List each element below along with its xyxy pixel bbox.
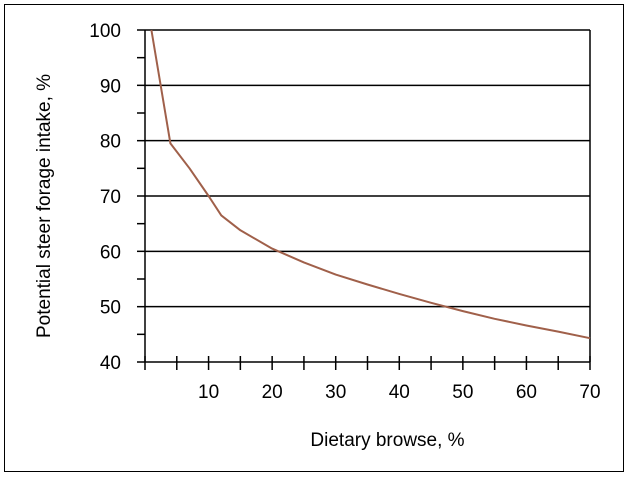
series-line-0 bbox=[150, 29, 591, 340]
x-tick-label-30: 30 bbox=[325, 382, 346, 403]
chart-frame bbox=[4, 4, 624, 472]
y-tick-label-70: 70 bbox=[100, 187, 121, 208]
y-tick-label-50: 50 bbox=[100, 298, 121, 319]
series-group bbox=[150, 29, 591, 340]
y-tick-label-100: 100 bbox=[89, 21, 121, 42]
x-tick-label-40: 40 bbox=[389, 382, 410, 403]
y-tick-label-40: 40 bbox=[100, 353, 121, 374]
x-tick-label-20: 20 bbox=[262, 382, 283, 403]
gridlines bbox=[145, 29, 590, 308]
y-tick-label-90: 90 bbox=[100, 76, 121, 97]
ticks bbox=[137, 29, 591, 370]
y-tick-label-80: 80 bbox=[100, 132, 121, 153]
x-tick-label-70: 70 bbox=[579, 382, 600, 403]
y-axis-label: Potential steer forage intake, % bbox=[34, 74, 55, 338]
x-tick-label-50: 50 bbox=[452, 382, 473, 403]
y-tick-label-60: 60 bbox=[100, 242, 121, 263]
x-tick-label-60: 60 bbox=[516, 382, 537, 403]
x-tick-label-10: 10 bbox=[198, 382, 219, 403]
x-axis-label: Dietary browse, % bbox=[310, 430, 464, 451]
tick-labels: 40 50 60 70 80 90 100 10 20 30 40 50 60 70 bbox=[89, 21, 600, 403]
